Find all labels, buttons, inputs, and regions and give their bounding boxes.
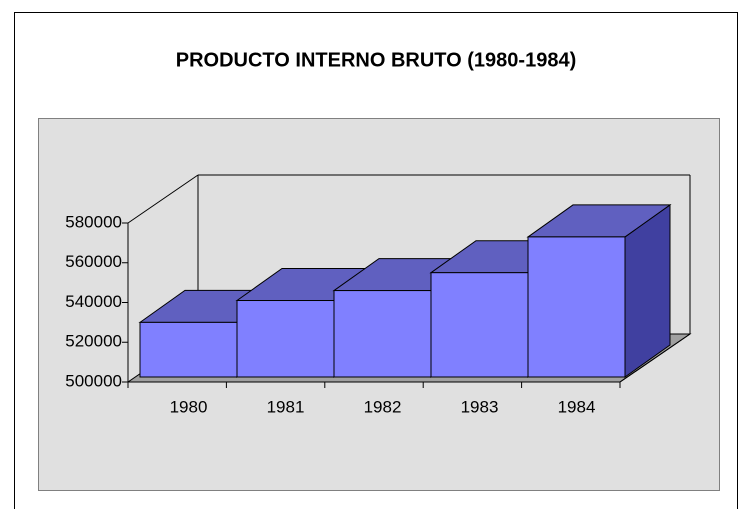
bar	[430, 272, 529, 378]
x-tick-label: 1984	[558, 397, 596, 416]
side-wall	[127, 174, 199, 224]
y-tick-label: 500000	[65, 371, 122, 390]
y-tick-label: 580000	[65, 212, 122, 231]
bar	[527, 236, 626, 378]
x-tick-label: 1982	[364, 397, 402, 416]
bar	[333, 290, 432, 378]
bar	[236, 300, 335, 378]
x-axis-depth	[619, 333, 691, 383]
y-tick-label: 540000	[65, 292, 122, 311]
x-tick-label: 1980	[170, 397, 208, 416]
y-tick-label: 520000	[65, 332, 122, 351]
x-tick-label: 1981	[267, 397, 305, 416]
bar	[139, 321, 238, 378]
y-tick-label: 560000	[65, 252, 122, 271]
x-tick-label: 1983	[461, 397, 499, 416]
chart-title: PRODUCTO INTERNO BRUTO (1980-1984)	[176, 49, 576, 71]
